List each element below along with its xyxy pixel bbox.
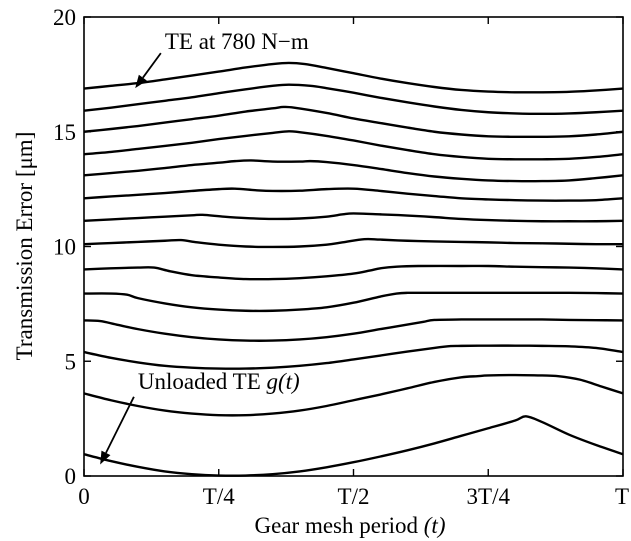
annotations: TE at 780 N−m Unloaded TE g(t)	[100, 29, 309, 465]
tick-labels: 0 T/4 T/2 3T/4 T 0 5 10 15 20	[53, 5, 629, 509]
annotation-arrowhead-loaded	[135, 74, 147, 89]
te-curve-4	[83, 291, 624, 313]
annotation-unloaded-text: Unloaded TE	[138, 369, 267, 394]
y-axis-label: Transmission Error [μm]	[12, 132, 37, 361]
series-lines	[83, 61, 624, 477]
x-tick-label: 3T/4	[467, 484, 511, 509]
annotation-arrowhead-unloaded	[100, 450, 111, 465]
x-tick-label: T	[615, 484, 629, 509]
te-curve-7	[83, 212, 624, 223]
y-tick-label: 10	[53, 235, 76, 260]
te-curve-0	[83, 415, 624, 477]
te-curve-12	[83, 83, 624, 116]
te-curve-9	[83, 159, 624, 183]
y-tick-label: 20	[53, 5, 76, 30]
y-tick-label: 15	[53, 120, 76, 145]
x-axis-label-var: (t)	[424, 513, 446, 538]
x-axis-label-text: Gear mesh period	[255, 513, 419, 538]
te-curve-13	[83, 61, 624, 94]
te-curve-5	[83, 264, 624, 281]
y-tick-label: 0	[65, 464, 77, 489]
te-curve-3	[83, 318, 624, 342]
x-axis-label: Gear mesh period (t)	[255, 513, 446, 538]
y-tick-label: 5	[65, 349, 77, 374]
axis-ticks	[83, 16, 624, 477]
annotation-arrow-loaded	[142, 52, 162, 79]
plot-frame	[83, 16, 624, 477]
x-tick-label: T/4	[203, 484, 235, 509]
x-tick-label: T/2	[338, 484, 370, 509]
annotation-arrow-unloaded	[105, 396, 135, 454]
te-curve-10	[83, 130, 624, 161]
x-tick-label: 0	[78, 484, 90, 509]
te-curve-8	[83, 187, 624, 202]
te-curve-6	[83, 237, 624, 249]
te-curve-2	[83, 344, 624, 370]
te-curve-11	[83, 105, 624, 139]
axes-box	[83, 16, 624, 477]
annotation-unloaded-te: Unloaded TE g(t)	[138, 369, 300, 394]
annotation-unloaded-math: g(t)	[267, 369, 300, 394]
annotation-loaded-te: TE at 780 N−m	[165, 29, 309, 54]
te-curve-1	[83, 373, 624, 417]
